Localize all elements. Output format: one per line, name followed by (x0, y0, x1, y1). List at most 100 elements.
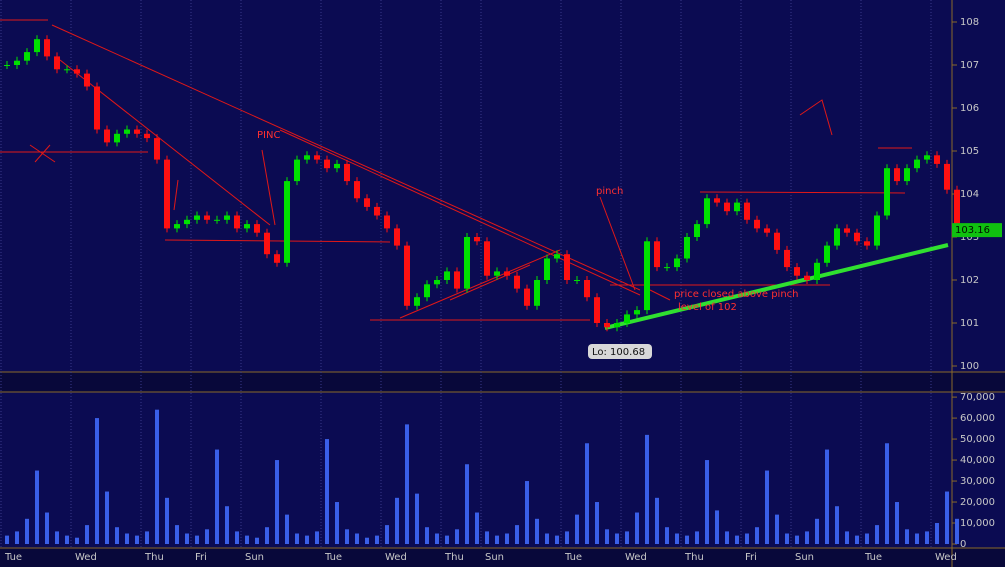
candle (154, 138, 160, 160)
volume-bar (845, 531, 849, 544)
annotation: level of 102 (678, 302, 737, 313)
candle (114, 133, 120, 143)
y-tick-label: 50,000 (960, 434, 995, 445)
volume-bar (625, 531, 629, 544)
volume-bar (15, 531, 19, 544)
trendline (449, 264, 531, 301)
volume-bar (495, 535, 499, 544)
candle (664, 267, 670, 269)
y-tick-label: 105 (960, 146, 979, 157)
x-tick-label: Tue (4, 552, 22, 563)
volume-bar (65, 535, 69, 544)
candle (474, 237, 480, 242)
candle (514, 275, 520, 289)
candle (824, 245, 830, 263)
candle (714, 198, 720, 203)
volume-bar (835, 506, 839, 544)
candle (954, 189, 960, 231)
candle (374, 206, 380, 216)
volume-bar (415, 493, 419, 544)
volume-bar (635, 512, 639, 544)
volume-bar (215, 449, 219, 544)
candle (604, 323, 610, 328)
y-tick-label: 40,000 (960, 455, 995, 466)
volume-bar (615, 533, 619, 544)
x-tick-label: Sun (485, 552, 504, 563)
candle (204, 215, 210, 220)
volume-bar (275, 460, 279, 544)
candle (34, 39, 40, 53)
volume-bar (345, 529, 349, 544)
candle (534, 280, 540, 306)
trendline (173, 179, 179, 211)
volume-bar (665, 527, 669, 544)
volume-bar (5, 535, 9, 544)
volume-bar (325, 439, 329, 544)
volume-bar (55, 531, 59, 544)
volume-bar (225, 506, 229, 544)
volume-bar (675, 533, 679, 544)
candle (524, 288, 530, 306)
candle (554, 254, 560, 259)
candle (814, 262, 820, 280)
volume-bar (825, 449, 829, 544)
volume-bar (205, 529, 209, 544)
volume-bar (35, 470, 39, 544)
volume-bar (365, 537, 369, 544)
volume-bar (505, 533, 509, 544)
arrow (799, 99, 833, 136)
volume-bar (515, 525, 519, 544)
candle (644, 241, 650, 311)
volume-bar (805, 531, 809, 544)
volume-bar (865, 533, 869, 544)
volume-bar (585, 443, 589, 544)
candle (124, 129, 130, 134)
x-tick-label: Thu (444, 552, 464, 563)
volume-bar (245, 535, 249, 544)
volume-bar (165, 497, 169, 544)
candle (654, 241, 660, 268)
last-price-badge (952, 223, 1002, 238)
candle (684, 237, 690, 259)
volume-bar (535, 518, 539, 544)
volume-bar (45, 512, 49, 544)
trendline (599, 196, 636, 291)
candle (144, 133, 150, 139)
candle (464, 237, 470, 289)
volume-bar (525, 481, 529, 544)
volume-bar (465, 464, 469, 544)
volume-bar (455, 529, 459, 544)
volume-bar (695, 531, 699, 544)
candle (864, 241, 870, 246)
candle (944, 163, 950, 190)
candle (334, 163, 340, 169)
candle (754, 219, 760, 229)
volume-bar (895, 502, 899, 544)
volume-bar (775, 514, 779, 544)
volume-bar (75, 537, 79, 544)
volume-bar (435, 533, 439, 544)
candle (424, 284, 430, 298)
volume-bar (145, 531, 149, 544)
candle (924, 155, 930, 160)
volume-bar (295, 533, 299, 544)
candle (244, 224, 250, 229)
candle (934, 155, 940, 164)
candle (184, 219, 190, 225)
volume-bar (925, 531, 929, 544)
volume-bar (405, 424, 409, 544)
y-tick-label: 103 (960, 232, 979, 243)
candle (834, 228, 840, 246)
trendline (164, 239, 391, 243)
volume-bar (565, 531, 569, 544)
candle (434, 280, 440, 285)
volume-bar (125, 533, 129, 544)
candle (104, 129, 110, 143)
y-tick-label: 101 (960, 318, 979, 329)
candle (844, 228, 850, 233)
candle (394, 228, 400, 246)
candle (64, 69, 70, 71)
volume-bar (755, 527, 759, 544)
volume-bar (255, 537, 259, 544)
candle (774, 232, 780, 250)
